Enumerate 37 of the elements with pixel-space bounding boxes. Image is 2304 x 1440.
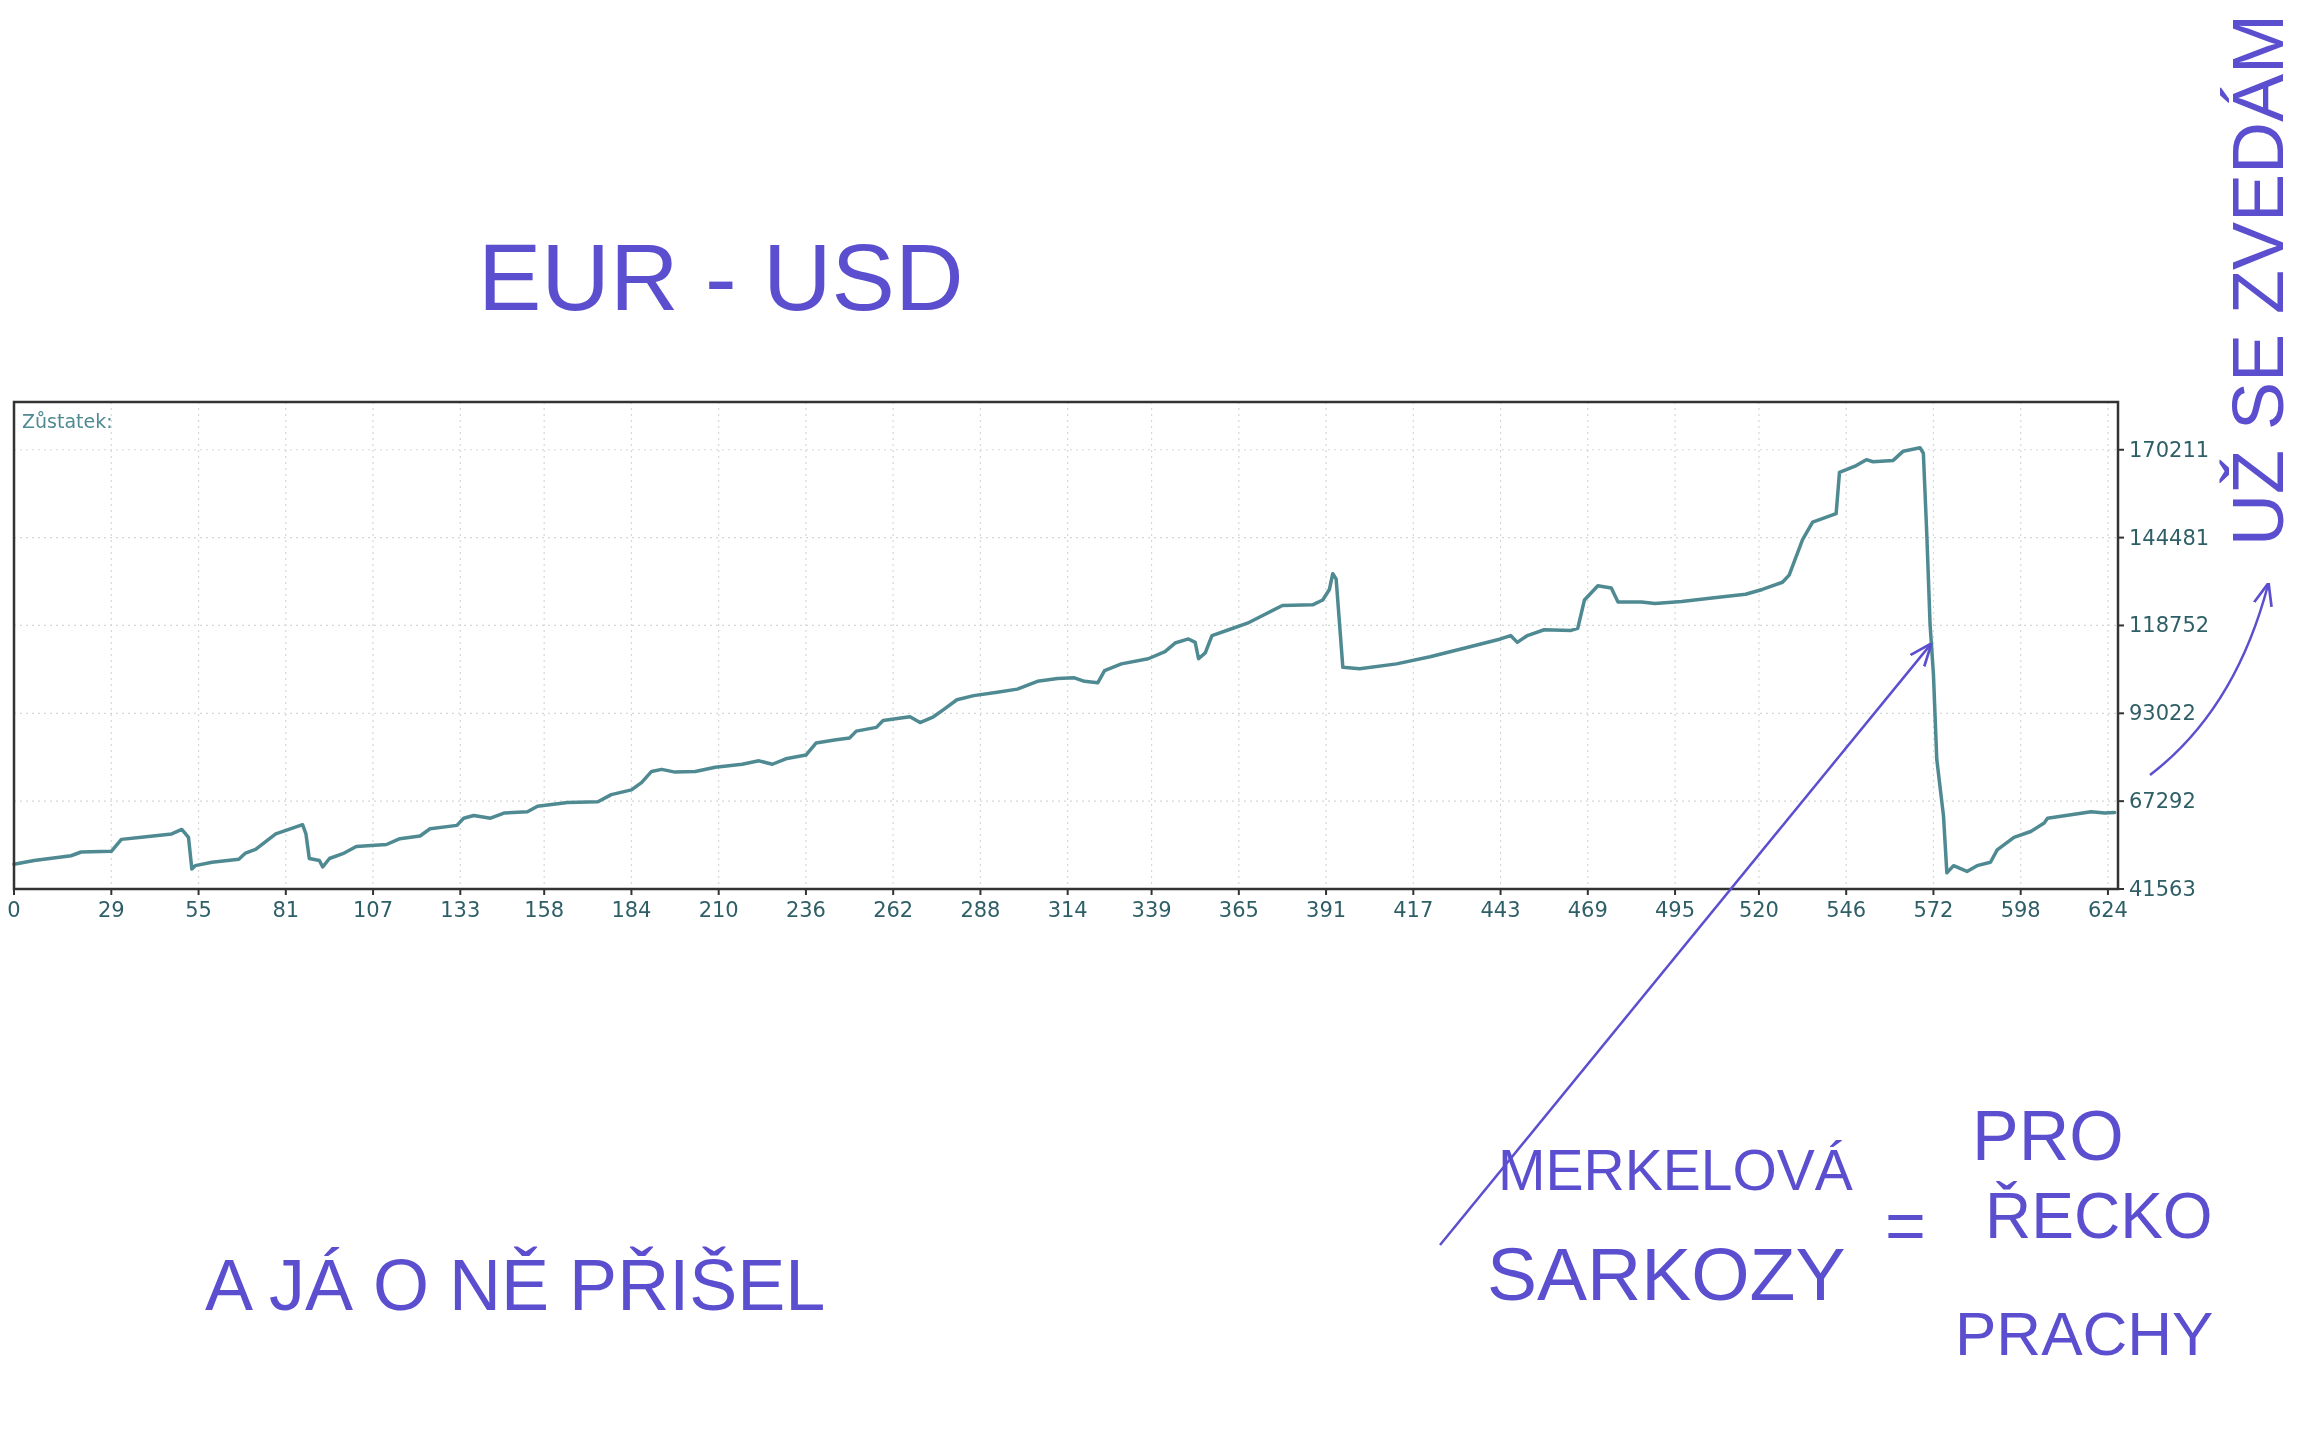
x-tick-label: 29 bbox=[97, 898, 125, 922]
x-tick-label: 391 bbox=[1306, 898, 1347, 922]
x-tick-label: 107 bbox=[353, 898, 394, 922]
y-tick-label: 118752 bbox=[2129, 613, 2210, 638]
text: Zůstatek: bbox=[22, 410, 113, 432]
chart-title: EUR - USD bbox=[478, 224, 964, 330]
x-tick-label: 495 bbox=[1655, 898, 1696, 922]
x-tick-label: 210 bbox=[698, 898, 739, 922]
y-tick-label: 170211 bbox=[2129, 437, 2210, 462]
x-tick-label: 624 bbox=[2087, 898, 2128, 922]
x-tick-label: 184 bbox=[611, 898, 652, 922]
x-tick-label: 546 bbox=[1826, 898, 1867, 922]
x-tick-label: 262 bbox=[873, 898, 914, 922]
x-tick-label: 0 bbox=[7, 898, 21, 922]
x-tick-label: 339 bbox=[1131, 898, 1172, 922]
x-tick-label: 443 bbox=[1480, 898, 1521, 922]
x-tick-label: 133 bbox=[440, 898, 481, 922]
y-tick-label: 144481 bbox=[2129, 525, 2210, 550]
x-tick-label: 314 bbox=[1047, 898, 1088, 922]
x-tick-label: 469 bbox=[1567, 898, 1608, 922]
x-tick-label: 520 bbox=[1738, 898, 1779, 922]
x-tick-label: 598 bbox=[2000, 898, 2041, 922]
x-tick-label: 572 bbox=[1913, 898, 1954, 922]
y-tick-label: 93022 bbox=[2129, 701, 2196, 726]
x-tick-label: 417 bbox=[1393, 898, 1434, 922]
x-tick-label: 55 bbox=[185, 898, 212, 922]
x-tick-label: 365 bbox=[1218, 898, 1259, 922]
x-tick-label: 158 bbox=[524, 898, 565, 922]
y-tick-label: 67292 bbox=[2129, 789, 2196, 814]
y-tick-label: 41563 bbox=[2129, 877, 2196, 901]
annotation: MERKELOVÁ SARKOZY = PRO ŘECKO PRACHY bbox=[1487, 1097, 2214, 1368]
text: UŽ SE ZVEDÁM bbox=[2218, 13, 2298, 547]
line-series bbox=[12, 446, 2117, 875]
x-tick-label: 288 bbox=[960, 898, 1001, 922]
x-tick-label: 81 bbox=[272, 898, 300, 922]
text: A JÁ O NĚ PŘIŠEL bbox=[205, 1245, 826, 1325]
x-tick-label: 236 bbox=[785, 898, 826, 922]
